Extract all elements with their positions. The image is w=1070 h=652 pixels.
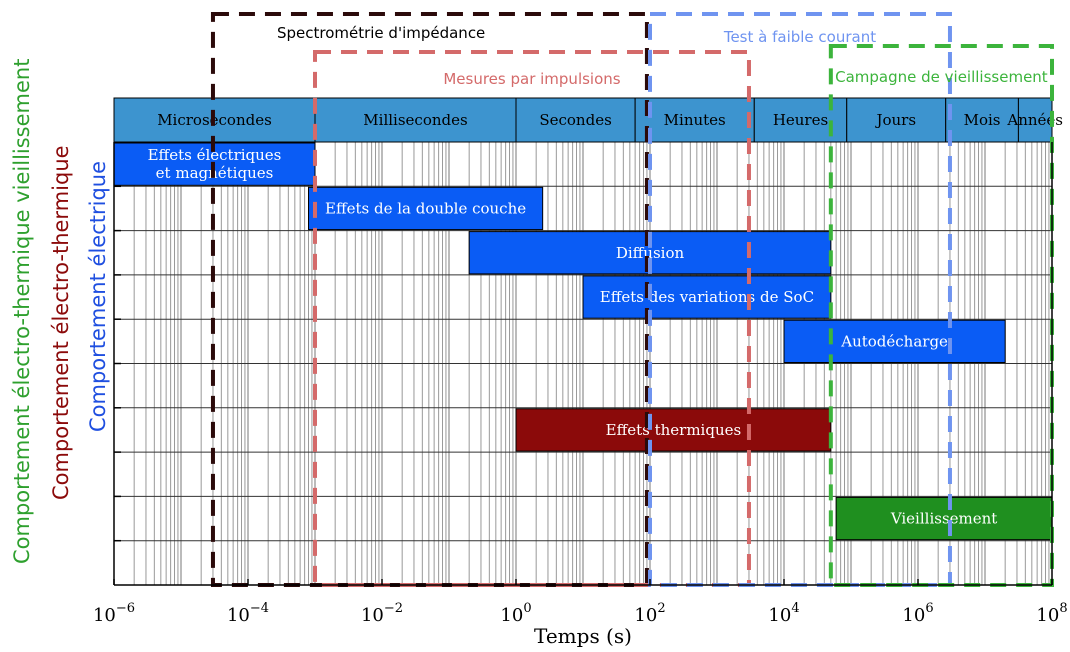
time-unit-box: [1017, 97, 1053, 143]
behaviour-label-vieillissement: Comportement électro-thermique vieilliss…: [10, 58, 34, 564]
phenomenon-label: Effets des variations de SoC: [600, 288, 814, 306]
x-tick-label: 100: [500, 601, 531, 626]
phenomenon-label: Effets de la double couche: [325, 199, 526, 217]
phenomenon-label: Effets électriques: [148, 146, 282, 164]
phenomenon-bar: [582, 275, 832, 319]
x-tick-label: 106: [902, 601, 933, 626]
x-axis-label: Temps (s): [534, 624, 632, 648]
phenomenon-bar: [308, 186, 544, 231]
time-unit-label: Millisecondes: [363, 111, 467, 129]
method-box: [210, 12, 649, 587]
time-unit-label: Mois: [964, 111, 1001, 129]
time-unit-header: Microsecondes Millisecondes Secondes Minute…: [113, 97, 1063, 143]
time-unit-label: Secondes: [539, 111, 611, 129]
method-label: Spectrométrie d'impédance: [277, 24, 485, 42]
time-unit-box: [634, 97, 755, 143]
time-unit-label: Heures: [773, 111, 828, 129]
time-unit-box: [515, 97, 636, 143]
x-tick-label: 10−2: [361, 601, 403, 626]
x-tick-label: 102: [634, 601, 665, 626]
phenomenon-label: Vieillissement: [890, 510, 998, 528]
time-unit-label: Minutes: [664, 111, 726, 129]
behaviour-label-electrique: Comportement électrique: [86, 160, 110, 432]
method-label: Campagne de vieillissement: [835, 68, 1048, 86]
phenomenon-bar: [835, 496, 1053, 541]
x-tick-label: 108: [1036, 601, 1067, 626]
x-tick-label: 10−6: [93, 601, 135, 626]
method-label: Test à faible courant: [723, 28, 876, 46]
time-unit-box: [314, 97, 517, 143]
time-unit-label: Années: [1006, 111, 1063, 129]
phenomenon-label: Autodécharge: [840, 332, 948, 350]
behaviour-label-electro-thermique: Comportement électro-thermique: [49, 145, 73, 500]
grid: [113, 142, 1052, 585]
x-tick-label: 10−4: [227, 601, 269, 626]
phenomenon-bar: [783, 319, 1006, 364]
x-tick-label: 104: [768, 601, 799, 626]
time-unit-box: [945, 97, 1019, 143]
phenomenon-label: Diffusion: [616, 244, 685, 262]
phenomenon-bar: [515, 408, 832, 452]
method-label: Mesures par impulsions: [443, 70, 620, 88]
time-unit-label: Jours: [874, 111, 916, 129]
phenomenon-label: Effets thermiques: [606, 421, 742, 439]
